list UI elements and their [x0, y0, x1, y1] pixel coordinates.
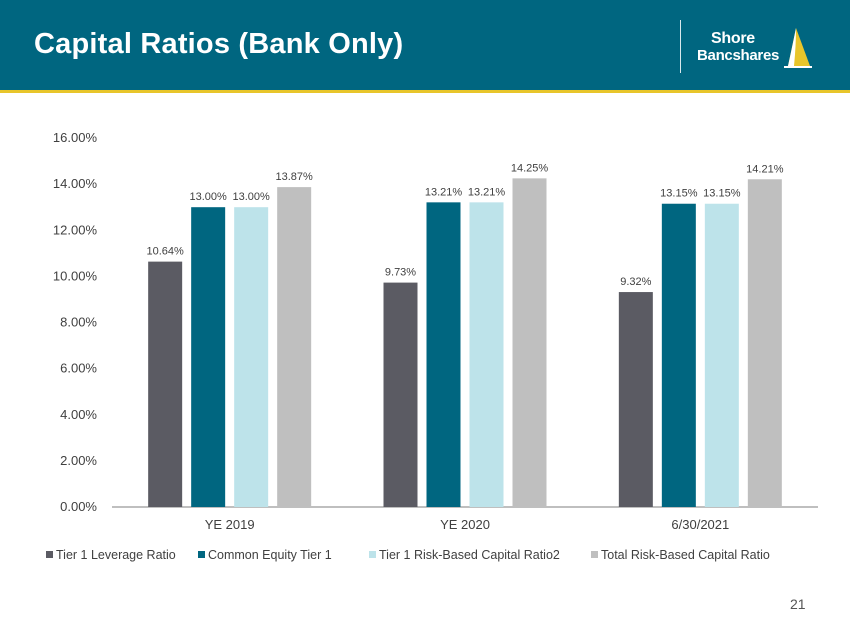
y-tick-label: 10.00%: [53, 268, 98, 283]
legend-entry: Tier 1 Leverage Ratio: [56, 548, 176, 562]
bar: [618, 292, 653, 507]
y-tick-label: 14.00%: [53, 176, 98, 191]
legend-entry: Total Risk-Based Capital Ratio: [601, 548, 770, 562]
logo-line-1: Shore: [711, 30, 755, 47]
y-tick-label: 4.00%: [60, 407, 97, 422]
company-logo-text: Shore Bancshares: [697, 30, 779, 64]
legend-entry: Tier 1 Risk-Based Capital Ratio2: [379, 548, 560, 562]
data-label: 9.73%: [385, 267, 416, 279]
x-tick-label: 6/30/2021: [671, 517, 729, 532]
sail-logo-icon: [784, 28, 812, 68]
x-tick-label: YE 2019: [205, 517, 255, 532]
bar: [148, 261, 183, 507]
data-label: 13.87%: [276, 171, 314, 183]
logo-line-2: Bancshares: [697, 47, 780, 64]
data-label: 13.15%: [703, 188, 741, 200]
bar: [512, 178, 547, 507]
legend-swatch: [46, 551, 53, 558]
data-label: 14.25%: [511, 162, 549, 174]
bar: [469, 202, 504, 508]
slide-title: Capital Ratios (Bank Only): [34, 28, 404, 60]
y-tick-label: 8.00%: [60, 315, 97, 330]
capital-ratios-chart: 0.00% 2.00% 4.00% 6.00% 8.00% 10.00% 12.00% 14.…: [46, 130, 818, 562]
data-label: 9.32%: [620, 276, 651, 288]
y-tick-label: 6.00%: [60, 361, 97, 376]
bar: [704, 203, 739, 507]
data-label: 10.64%: [147, 246, 185, 258]
data-label: 13.00%: [190, 191, 228, 203]
bar: [277, 187, 312, 508]
y-tick-label: 2.00%: [60, 453, 97, 468]
header-bar: Capital Ratios (Bank Only) Shore Bancsha…: [0, 0, 850, 90]
y-tick-label: 16.00%: [53, 130, 98, 145]
logo-divider: [680, 20, 681, 73]
page-number: 21: [790, 596, 806, 612]
bar: [661, 203, 696, 507]
bar: [191, 207, 226, 507]
header-accent-rule: [0, 90, 850, 93]
legend-entry: Common Equity Tier 1: [208, 548, 332, 562]
legend-swatch: [369, 551, 376, 558]
bar: [426, 202, 461, 508]
x-tick-label: YE 2020: [440, 517, 490, 532]
data-label: 13.21%: [468, 186, 506, 198]
legend-swatch: [198, 551, 205, 558]
data-label: 14.21%: [746, 163, 784, 175]
bar: [747, 179, 782, 508]
data-label: 13.15%: [660, 188, 698, 200]
y-tick-label: 0.00%: [60, 499, 97, 514]
data-label: 13.00%: [233, 191, 271, 203]
bar: [383, 282, 418, 507]
data-label: 13.21%: [425, 186, 463, 198]
legend-swatch: [591, 551, 598, 558]
bar: [234, 207, 269, 507]
y-tick-label: 12.00%: [53, 222, 98, 237]
